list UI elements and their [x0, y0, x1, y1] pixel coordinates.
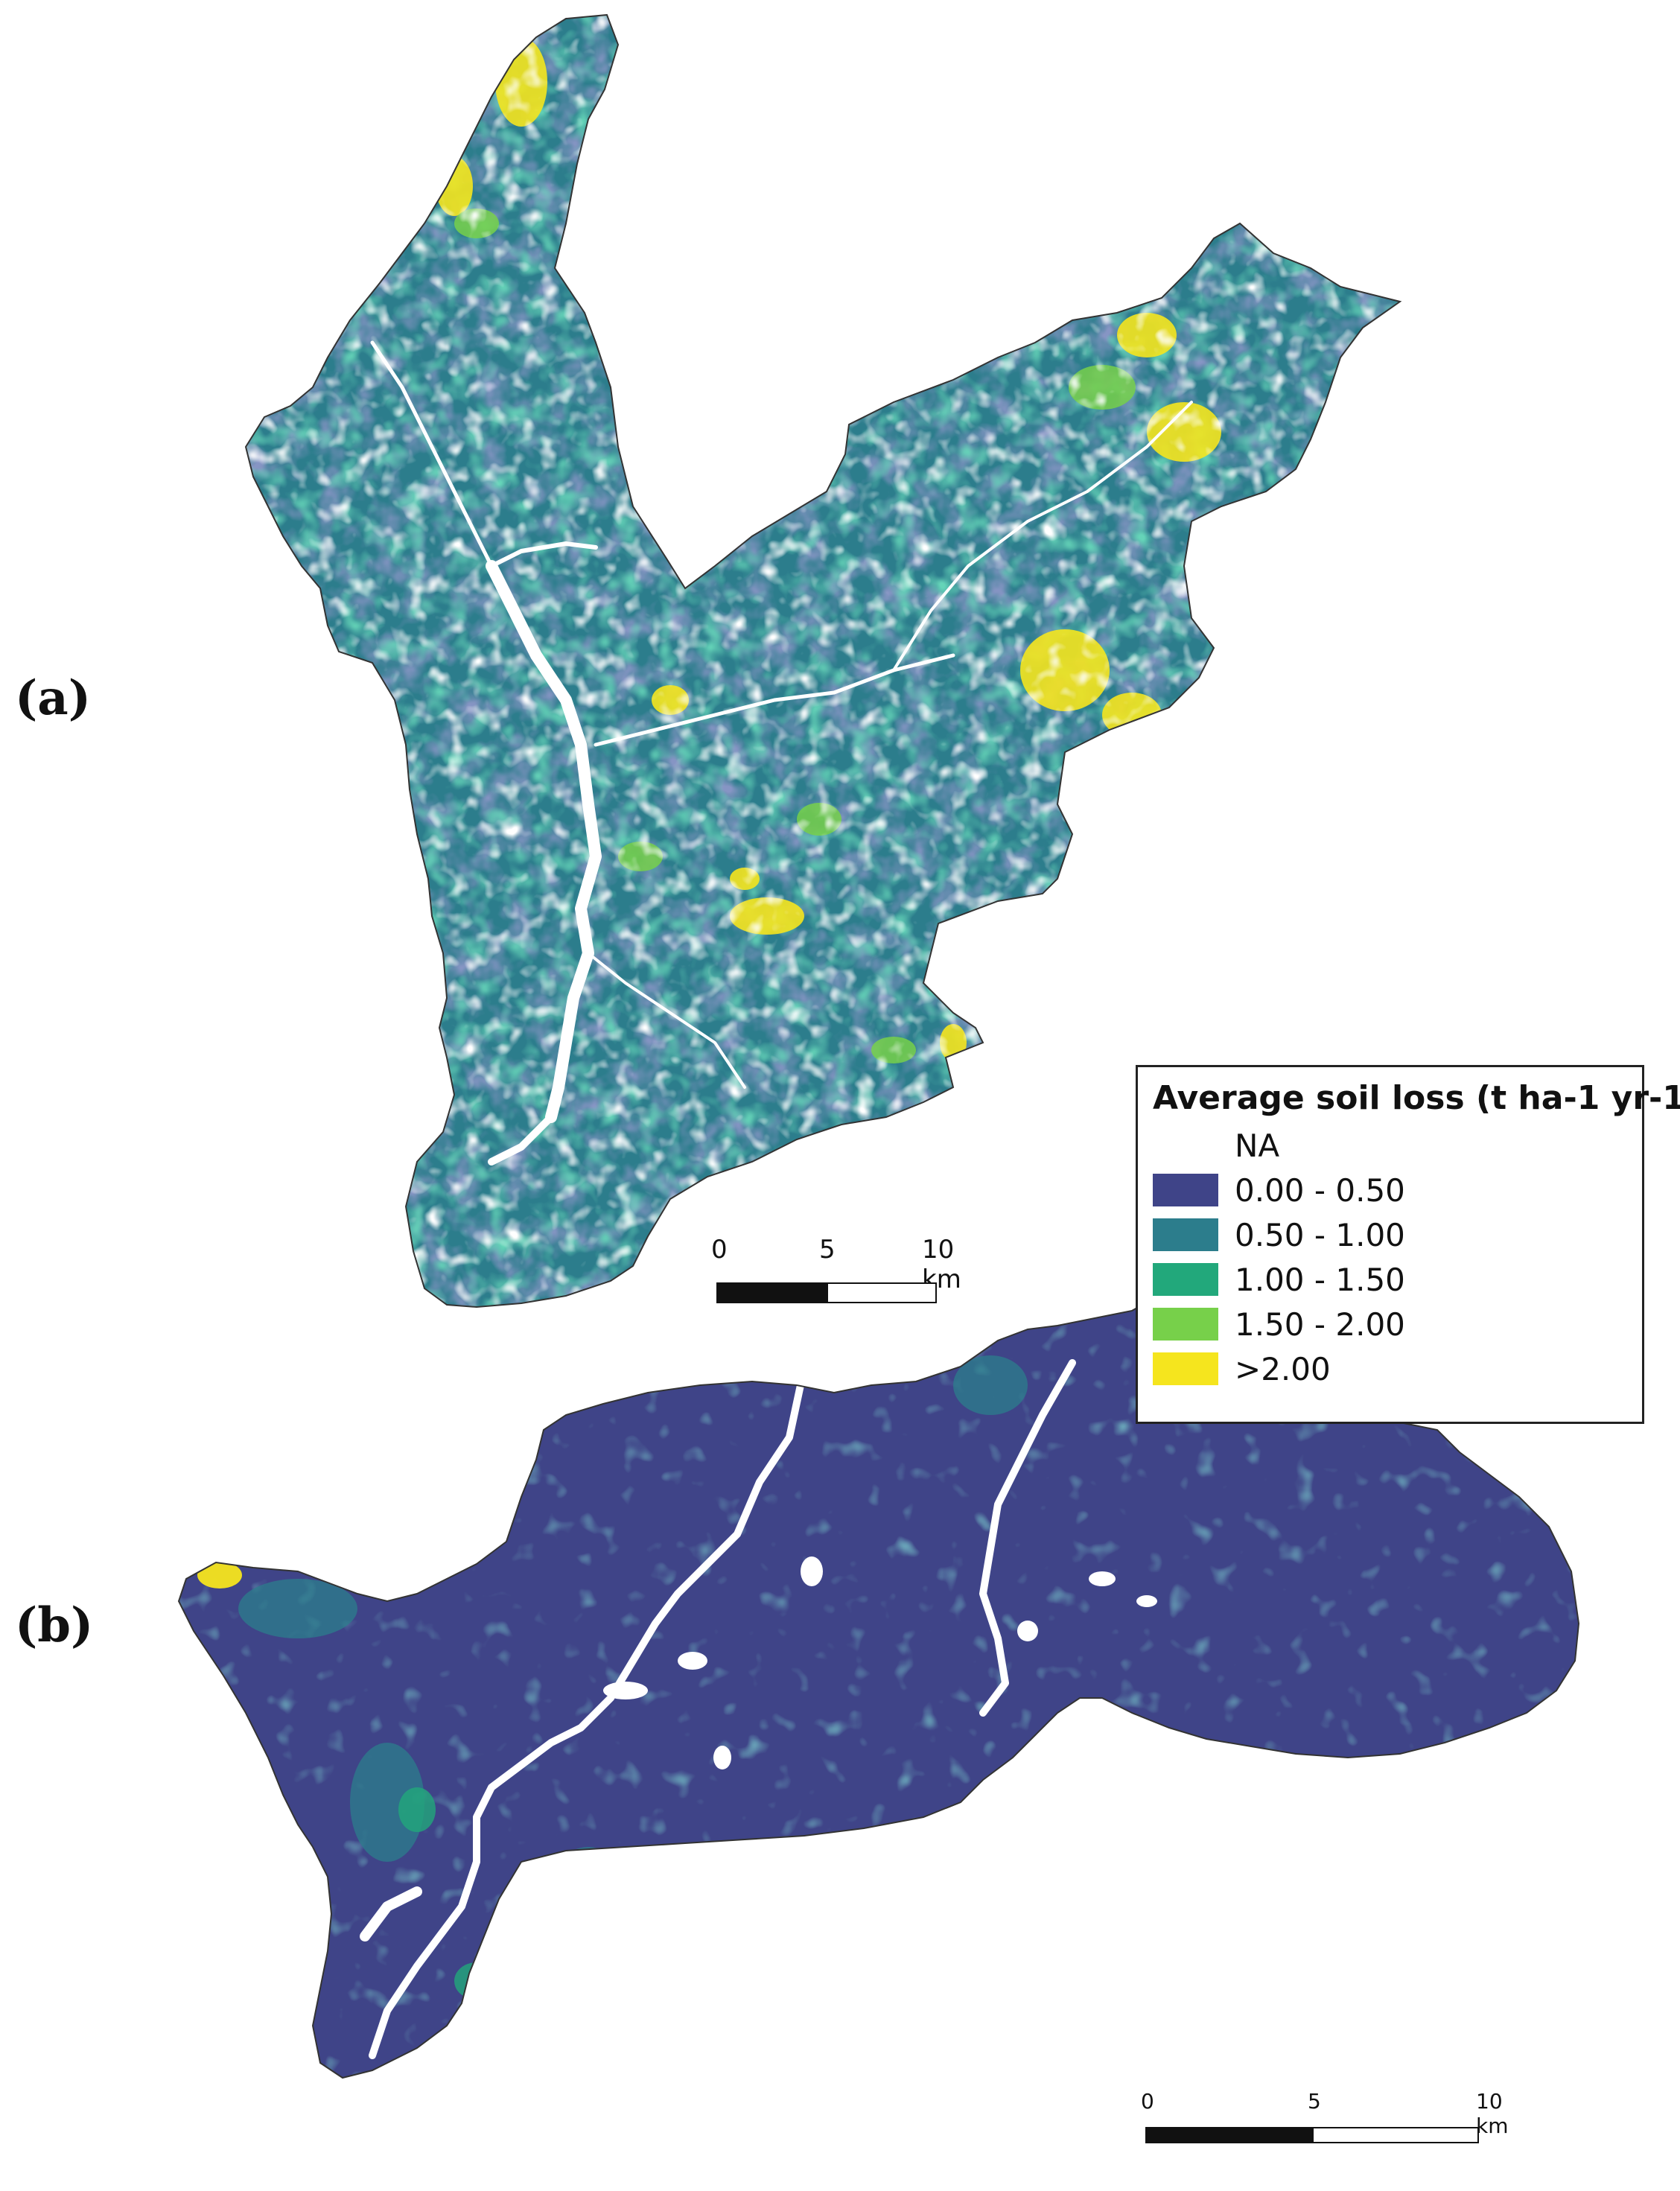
legend-swatch	[1153, 1352, 1218, 1385]
legend-item-gt2: >2.00	[1153, 1346, 1627, 1391]
scale-b-0: 0	[1141, 2089, 1154, 2114]
panel-label-b: (b)	[15, 1597, 94, 1653]
legend-swatch	[1153, 1129, 1218, 1162]
legend-item-15-2: 1.50 - 2.00	[1153, 1302, 1627, 1346]
map-b-rivers	[360, 1359, 1076, 2059]
legend-item-1-15: 1.00 - 1.50	[1153, 1257, 1627, 1302]
scale-a-white	[827, 1282, 937, 1303]
map-a-rivers	[370, 340, 1193, 1166]
scale-a-0: 0	[711, 1235, 728, 1265]
legend-item-05-1: 0.50 - 1.00	[1153, 1212, 1627, 1257]
legend-swatch	[1153, 1174, 1218, 1206]
legend: Average soil loss (t ha-1 yr-1) NA 0.00 …	[1136, 1065, 1680, 1424]
legend-item-na: NA	[1153, 1123, 1627, 1168]
legend-item-0-05: 0.00 - 0.50	[1153, 1168, 1627, 1212]
legend-swatch	[1153, 1308, 1218, 1341]
panel-label-a: (a)	[15, 670, 92, 726]
scale-b-10: 10 km	[1476, 2089, 1509, 2138]
scale-b-black	[1145, 2127, 1314, 2143]
scale-b-white	[1312, 2127, 1479, 2143]
scale-a-black	[716, 1282, 828, 1303]
legend-swatch	[1153, 1218, 1218, 1251]
legend-swatch	[1153, 1263, 1218, 1296]
legend-title: Average soil loss (t ha-1 yr-1)	[1153, 1079, 1680, 1117]
scale-a-5: 5	[819, 1235, 836, 1265]
scale-b-5: 5	[1308, 2089, 1321, 2114]
